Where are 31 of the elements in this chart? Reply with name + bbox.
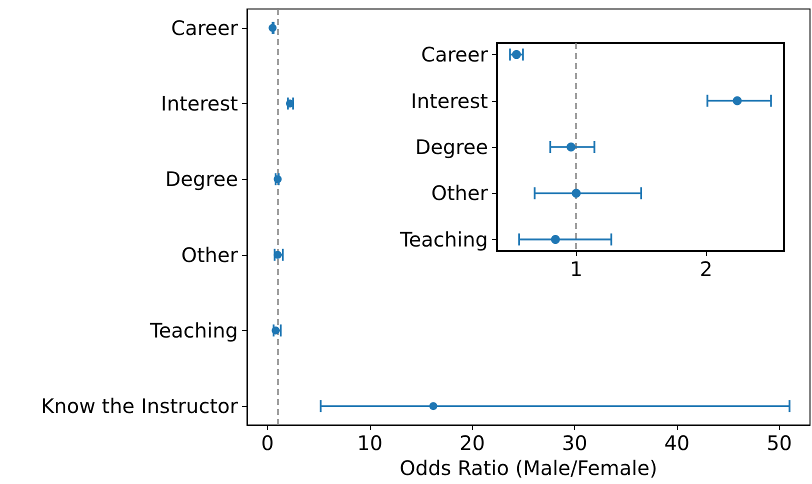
x-tick-label: 40 [664, 431, 690, 455]
x-axis-title: Odds Ratio (Male/Female) [400, 456, 658, 480]
x-tick-label: 0 [261, 431, 274, 455]
x-tick-label: 10 [357, 431, 383, 455]
y-tick-label: Degree [415, 135, 488, 159]
y-tick-label: Interest [410, 88, 488, 113]
y-tick-label: Career [171, 16, 239, 40]
point [274, 175, 282, 184]
point [286, 100, 294, 108]
point [512, 50, 521, 60]
x-tick-label: 50 [766, 431, 792, 455]
y-tick-label: Interest [160, 92, 238, 116]
point [732, 96, 742, 106]
y-tick-label: Teaching [149, 318, 238, 342]
y-tick-label: Degree [165, 167, 238, 192]
x-tick-label: 30 [562, 431, 588, 455]
x-tick-label: 1 [570, 257, 583, 281]
point [566, 142, 576, 152]
y-tick-label: Career [421, 42, 489, 67]
point [274, 250, 282, 259]
y-tick-label: Other [431, 181, 489, 206]
x-tick-label: 20 [459, 431, 485, 455]
point [572, 188, 581, 198]
point [429, 402, 438, 410]
y-tick-label: Other [181, 242, 239, 267]
point [272, 326, 280, 334]
y-tick-label: Know the Instructor [41, 394, 239, 418]
point [550, 234, 560, 244]
y-tick-label: Teaching [399, 227, 488, 252]
x-tick-label: 2 [700, 257, 712, 281]
point [268, 24, 277, 32]
